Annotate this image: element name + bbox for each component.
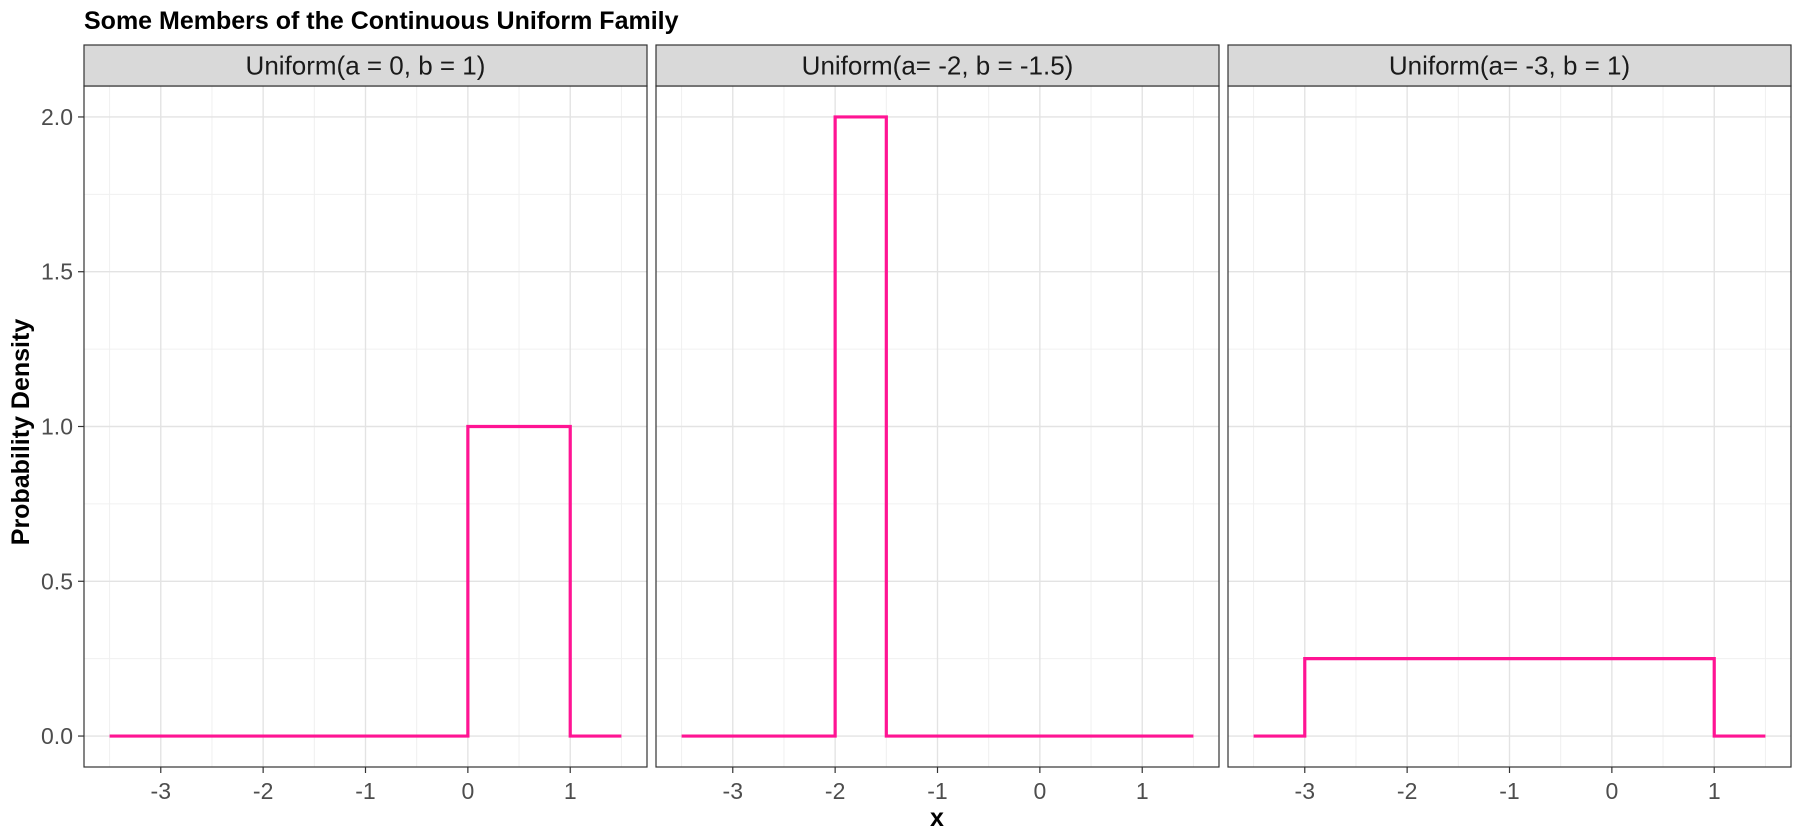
facet-strip-label: Uniform(a= -3, b = 1) xyxy=(1389,51,1630,81)
y-tick-label: 1.5 xyxy=(41,259,73,285)
x-tick-label: 1 xyxy=(1708,778,1721,804)
facet-panel: Uniform(a= -3, b = 1) -3 -2 -1 0 1 xyxy=(1227,44,1792,804)
y-tick-label: 0.5 xyxy=(41,568,73,594)
x-tick-label: -3 xyxy=(723,778,743,804)
y-axis: 0.0 0.5 1.0 1.5 2.0 xyxy=(41,104,84,749)
chart-title: Some Members of the Continuous Uniform F… xyxy=(84,7,679,35)
density-line xyxy=(109,424,622,738)
facet-strip xyxy=(655,44,1220,87)
y-tick-label: 0.0 xyxy=(41,723,73,749)
x-tick-label: -2 xyxy=(253,778,273,804)
facet-strip-label: Uniform(a= -2, b = -1.5) xyxy=(802,51,1074,81)
density-line xyxy=(681,115,1194,738)
x-tick-label: -2 xyxy=(1397,778,1417,804)
facet-panel: Uniform(a = 0, b = 1) -3 -2 -1 0 1 xyxy=(83,44,648,804)
density-line xyxy=(1253,657,1766,738)
facet-strip-label: Uniform(a = 0, b = 1) xyxy=(246,51,486,81)
facet-panels: Uniform(a = 0, b = 1)-3 -2 -1 0 1Uniform(a= … xyxy=(83,44,1792,804)
x-tick-label: -3 xyxy=(151,778,171,804)
x-tick-label: -2 xyxy=(825,778,845,804)
x-tick-label: 1 xyxy=(1136,778,1149,804)
x-axis-title: x xyxy=(930,804,944,832)
x-tick-label: 1 xyxy=(564,778,577,804)
x-tick-label: 0 xyxy=(461,778,474,804)
y-axis-title: Probability Density xyxy=(7,319,35,546)
x-tick-label: -1 xyxy=(927,778,947,804)
y-tick-label: 2.0 xyxy=(41,104,73,130)
y-tick-label: 1.0 xyxy=(41,414,73,440)
facet-panel: Uniform(a= -2, b = -1.5) -3 -2 -1 0 1 xyxy=(655,44,1220,804)
x-tick-label: 0 xyxy=(1033,778,1046,804)
facet-strip xyxy=(1227,44,1792,87)
x-tick-label: -3 xyxy=(1295,778,1315,804)
facet-strip xyxy=(83,44,648,87)
x-tick-label: -1 xyxy=(355,778,375,804)
x-tick-label: 0 xyxy=(1605,778,1618,804)
x-tick-label: -1 xyxy=(1499,778,1519,804)
